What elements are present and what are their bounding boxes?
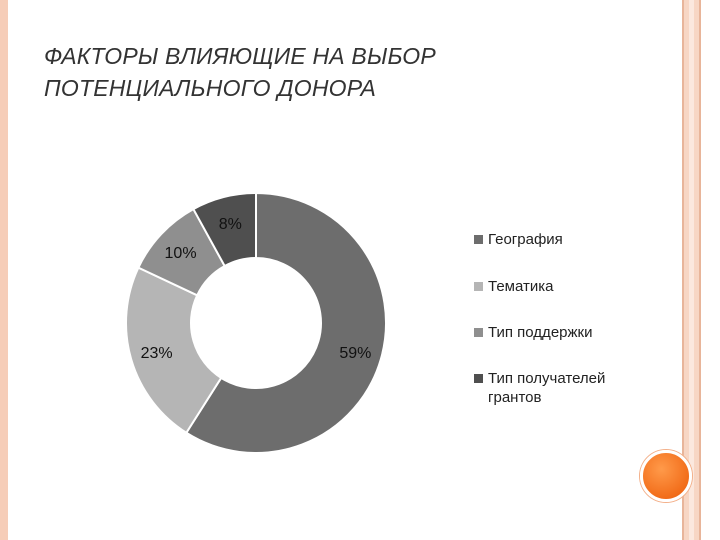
legend-label-тематика: Тематика <box>488 278 554 295</box>
legend-label-география: География <box>488 231 563 248</box>
legend-swatch-тематика <box>474 282 483 291</box>
slide-title: ФАКТОРЫ ВЛИЯЮЩИЕ НА ВЫБОР ПОТЕНЦИАЛЬНОГО… <box>44 40 644 104</box>
donut-slice-тематика <box>125 266 223 435</box>
orange-circle-decoration <box>640 450 692 502</box>
slice-label-тип-поддержки: 10% <box>165 245 197 262</box>
slice-label-тип-получателей-грантов: 8% <box>219 216 242 233</box>
donut-slice-тип-получателей-грантов <box>192 191 257 268</box>
slice-label-тематика: 23% <box>141 345 173 362</box>
legend-swatch-тип-поддержки <box>474 328 483 337</box>
legend-label-тип-получателей-грантов-line-1: Тип получателей <box>488 370 605 387</box>
legend-swatch-тип-получателей-грантов <box>474 374 483 383</box>
legend-swatch-география <box>474 235 483 244</box>
legend-label-тип-поддержки: Тип поддержки <box>488 324 592 341</box>
donut-slice-география <box>184 191 387 454</box>
left-border-decoration <box>0 0 8 540</box>
title-line-1: ФАКТОРЫ ВЛИЯЮЩИЕ НА ВЫБОР <box>44 43 436 69</box>
legend-label-тип-получателей-грантов-line-2: грантов <box>488 389 541 406</box>
title-line-2: ПОТЕНЦИАЛЬНОГО ДОНОРА <box>44 75 377 101</box>
slice-label-география: 59% <box>339 345 371 362</box>
right-border-stripe <box>689 0 694 540</box>
